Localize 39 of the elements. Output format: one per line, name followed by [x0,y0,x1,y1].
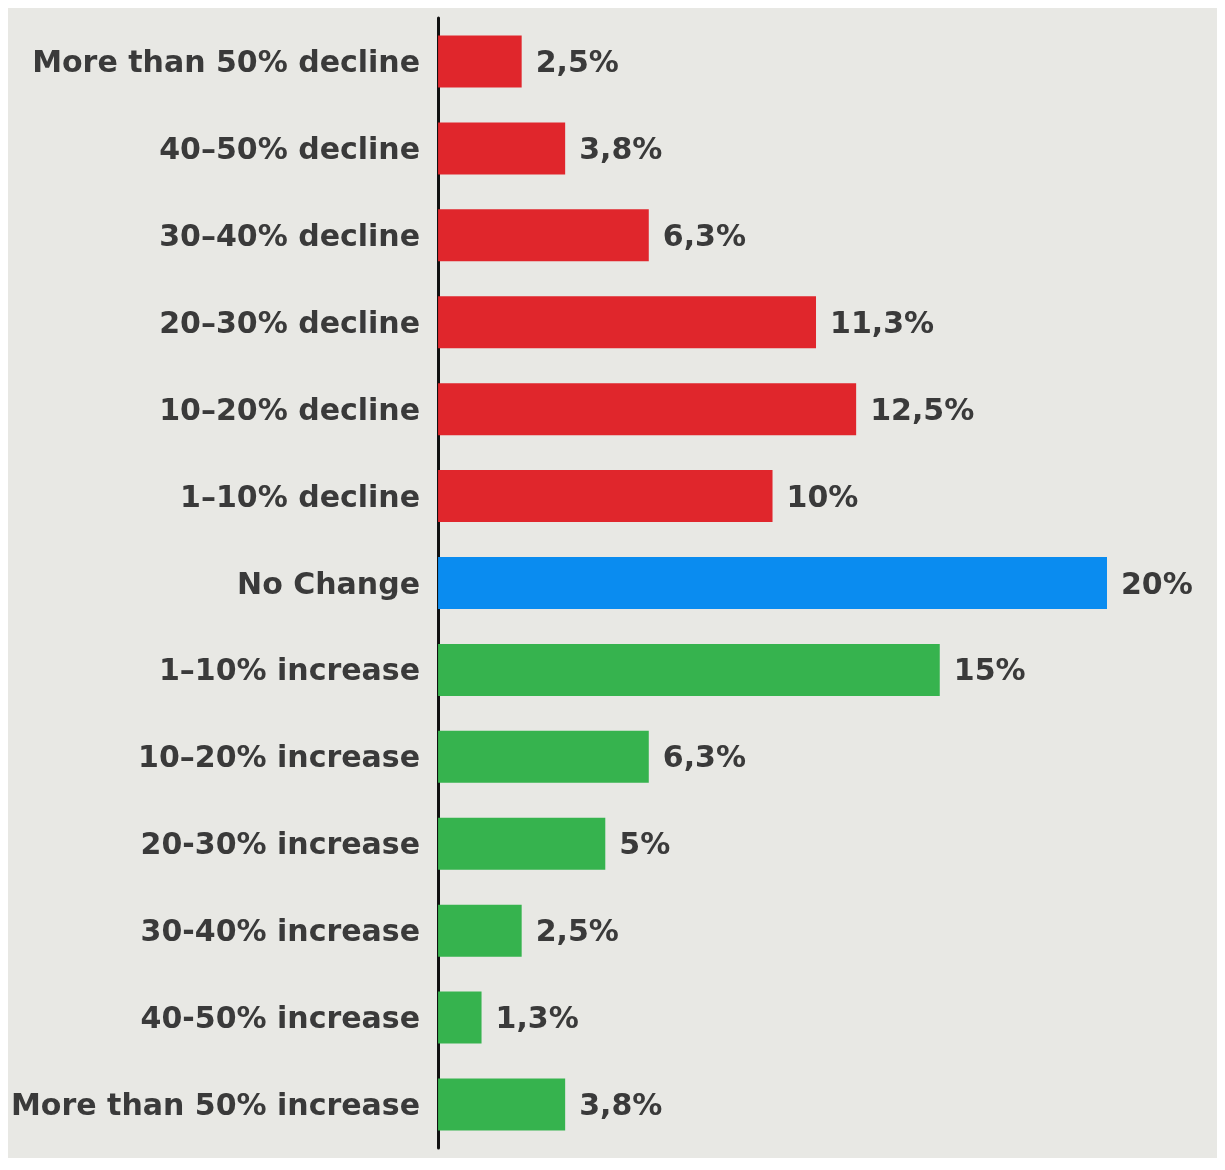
bar [438,730,649,783]
y-tick-label: 1–10% decline [180,478,421,514]
data-label: 20% [1121,565,1193,601]
bar [438,991,482,1044]
data-label: 2,5% [535,43,619,79]
data-label: 1,3% [495,1000,579,1036]
data-label: 3,8% [579,130,663,166]
data-label: 12,5% [870,391,975,427]
y-tick-label: 10–20% decline [159,391,421,427]
bar [438,296,817,349]
bar [438,122,566,175]
y-tick-label: 30–40% decline [159,217,421,253]
bar [438,1078,566,1131]
data-label: 15% [953,652,1026,688]
y-tick-label: 20-30% increase [140,826,421,862]
y-tick-label: 40-50% increase [140,1000,421,1036]
y-tick-label: 40–50% decline [159,130,421,166]
y-tick-label: More than 50% decline [32,43,421,79]
y-tick-label: 10–20% increase [138,739,421,775]
data-label: 2,5% [535,913,619,949]
y-tick-label: No Change [237,565,421,601]
bar [438,35,522,88]
bar [438,470,773,523]
bar [438,817,606,870]
bar [438,209,649,262]
bar [438,643,940,696]
bar [438,383,857,436]
data-label: 6,3% [662,217,746,253]
y-tick-label: More than 50% increase [11,1087,421,1123]
y-tick-label: 1–10% increase [158,652,421,688]
data-label: 5% [619,826,671,862]
bar [438,904,522,957]
data-label: 11,3% [830,304,935,340]
data-label: 10% [786,478,859,514]
y-tick-label: 30-40% increase [140,913,421,949]
y-tick-label: 20–30% decline [159,304,421,340]
bar [438,557,1107,609]
data-label: 3,8% [579,1087,663,1123]
data-label: 6,3% [662,739,746,775]
